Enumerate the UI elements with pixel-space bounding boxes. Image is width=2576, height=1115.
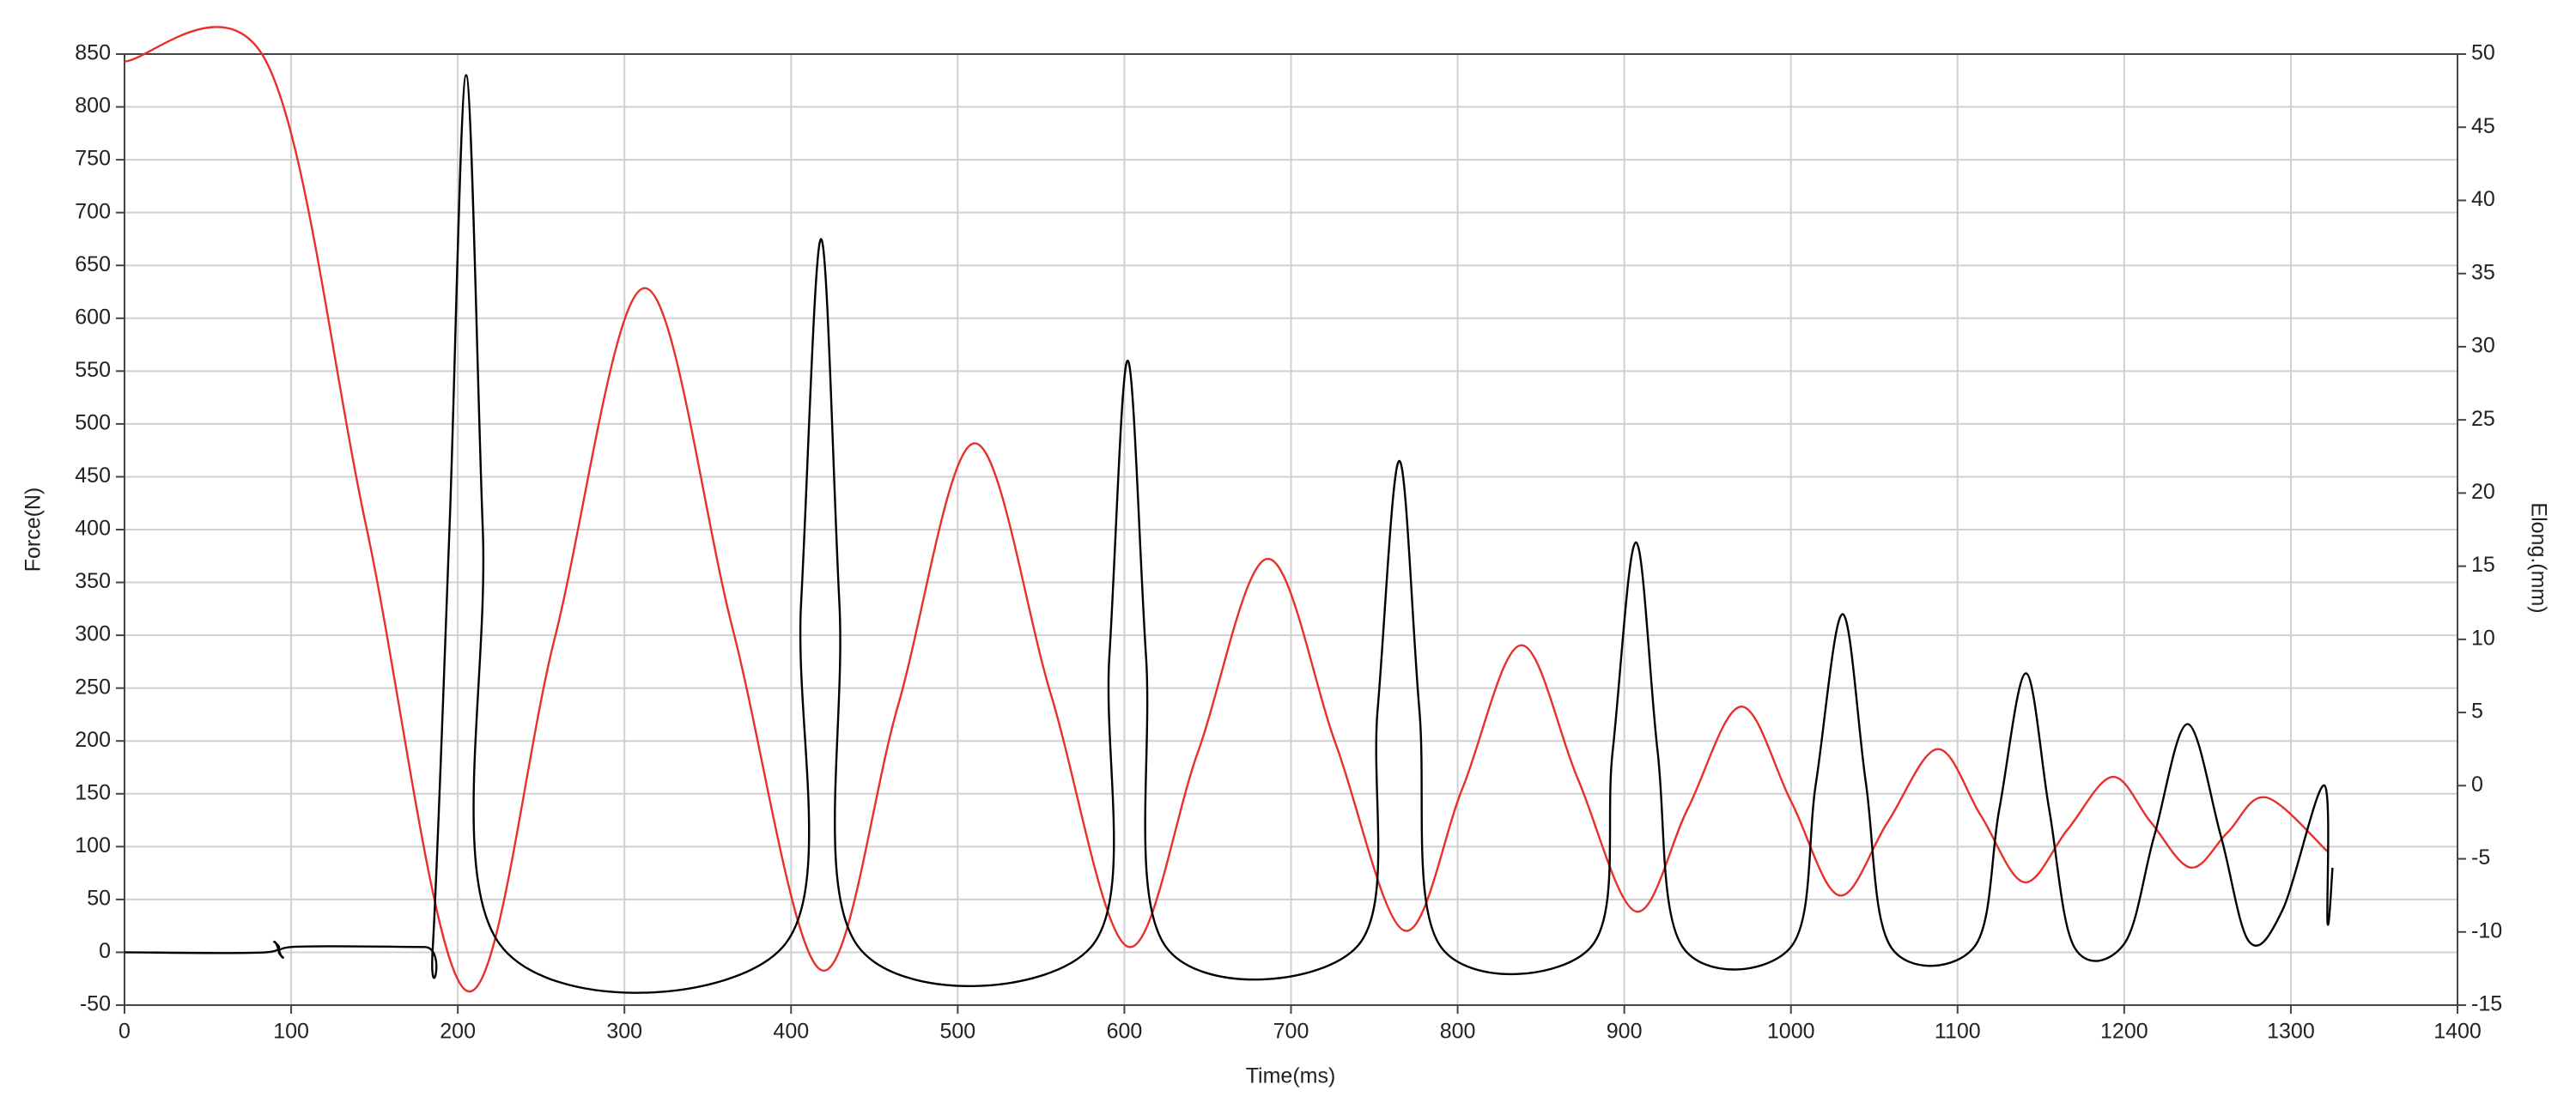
y-tick-label: 850 <box>75 41 111 65</box>
y2-tick-label: 5 <box>2471 700 2483 724</box>
x-tick-label: 900 <box>1607 1020 1643 1044</box>
y-tick-label: 350 <box>75 569 111 593</box>
y2-tick-label: 15 <box>2471 553 2495 577</box>
y-tick-label: 400 <box>75 517 111 541</box>
y2-tick-label: 30 <box>2471 334 2495 358</box>
y2-tick-label: -10 <box>2471 918 2502 942</box>
y-axis-label: Force(N) <box>21 488 46 573</box>
x-tick-label: 1400 <box>2433 1020 2482 1044</box>
y-tick-label: 600 <box>75 305 111 329</box>
y-tick-label: 450 <box>75 464 111 488</box>
y2-tick-label: 50 <box>2471 41 2495 65</box>
y-tick-label: 50 <box>87 886 111 910</box>
x-tick-label: 500 <box>939 1020 975 1044</box>
x-tick-label: 600 <box>1107 1020 1143 1044</box>
data-line <box>124 26 2329 993</box>
y2-tick-label: -15 <box>2471 992 2502 1016</box>
x-tick-label: 1300 <box>2267 1020 2315 1044</box>
x-tick-label: 1100 <box>1935 1020 1981 1044</box>
y-tick-label: 100 <box>75 833 111 857</box>
y-tick-label: 200 <box>75 728 111 752</box>
y-tick-label: 300 <box>75 622 111 646</box>
y2-tick-label: 25 <box>2471 407 2495 431</box>
y2-tick-label: 45 <box>2471 114 2495 138</box>
x-tick-label: 400 <box>773 1020 809 1044</box>
y2-tick-label: 20 <box>2471 480 2495 504</box>
y2-tick-label: 0 <box>2471 773 2483 797</box>
y-tick-label: 750 <box>75 147 111 171</box>
y2-axis-label: Elong.(mm) <box>2526 502 2550 613</box>
y2-tick-label: 10 <box>2471 626 2495 650</box>
x-tick-label: 1000 <box>1767 1020 1815 1044</box>
y-tick-label: 150 <box>75 780 111 804</box>
x-axis-label: Time(ms) <box>1246 1064 1336 1088</box>
y2-tick-label: 35 <box>2471 260 2495 284</box>
x-tick-label: 200 <box>440 1020 476 1044</box>
data-line <box>124 74 2334 994</box>
y-tick-label: 650 <box>75 252 111 276</box>
y-tick-label: 800 <box>75 94 111 118</box>
plot-frame <box>124 53 2458 1006</box>
y2-tick-label: 40 <box>2471 187 2495 211</box>
y-tick-label: 700 <box>75 199 111 223</box>
y-tick-label: -50 <box>80 992 111 1016</box>
y-tick-label: 250 <box>75 675 111 699</box>
x-tick-label: 0 <box>118 1020 131 1044</box>
y-tick-label: 500 <box>75 410 111 434</box>
x-tick-label: 300 <box>606 1020 642 1044</box>
y-tick-label: 550 <box>75 358 111 382</box>
x-tick-label: 1200 <box>2100 1020 2148 1044</box>
y-tick-label: 0 <box>99 939 111 963</box>
x-tick-label: 700 <box>1273 1020 1309 1044</box>
y2-tick-label: -5 <box>2471 845 2490 870</box>
x-tick-label: 800 <box>1440 1020 1476 1044</box>
x-tick-label: 100 <box>273 1020 309 1044</box>
